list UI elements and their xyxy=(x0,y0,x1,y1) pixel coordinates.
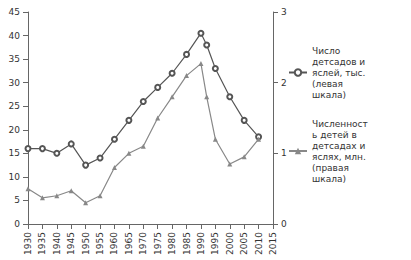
svg-text:1945: 1945 xyxy=(66,232,76,255)
svg-text:ь детей в: ь детей в xyxy=(312,130,360,140)
svg-text:1990: 1990 xyxy=(196,232,206,255)
svg-text:45: 45 xyxy=(9,7,20,17)
svg-text:детсадах и: детсадах и xyxy=(312,141,368,151)
svg-text:1: 1 xyxy=(281,148,287,158)
svg-text:35: 35 xyxy=(9,54,20,64)
svg-text:1980: 1980 xyxy=(167,232,177,255)
svg-text:0: 0 xyxy=(281,219,287,229)
svg-text:яслях, млн.: яслях, млн. xyxy=(312,152,369,162)
svg-text:0: 0 xyxy=(14,219,20,229)
svg-text:1955: 1955 xyxy=(95,232,105,255)
svg-text:2005: 2005 xyxy=(239,232,249,255)
svg-text:1940: 1940 xyxy=(52,232,62,255)
svg-text:2000: 2000 xyxy=(225,232,235,255)
svg-text:30: 30 xyxy=(9,78,21,88)
svg-text:2015: 2015 xyxy=(268,232,278,255)
svg-text:детсадов и: детсадов и xyxy=(312,57,368,67)
svg-text:5: 5 xyxy=(14,195,20,205)
svg-text:1975: 1975 xyxy=(153,232,163,255)
svg-text:2010: 2010 xyxy=(254,232,264,255)
svg-text:1960: 1960 xyxy=(109,232,119,255)
svg-text:1935: 1935 xyxy=(37,232,47,255)
svg-text:1970: 1970 xyxy=(138,232,148,255)
svg-text:(левая: (левая xyxy=(312,79,346,89)
svg-text:Число: Число xyxy=(312,46,343,56)
svg-text:40: 40 xyxy=(9,31,21,41)
svg-text:10: 10 xyxy=(9,172,21,182)
svg-text:Численност: Численност xyxy=(312,119,368,129)
svg-text:шкала): шкала) xyxy=(312,90,346,100)
svg-text:яслей, тыс.: яслей, тыс. xyxy=(312,68,368,78)
svg-text:(правая: (правая xyxy=(312,163,352,173)
svg-text:1965: 1965 xyxy=(124,232,134,255)
svg-text:1930: 1930 xyxy=(23,232,33,255)
svg-text:20: 20 xyxy=(9,125,21,135)
svg-text:3: 3 xyxy=(281,7,287,17)
svg-text:15: 15 xyxy=(9,148,20,158)
svg-text:1995: 1995 xyxy=(210,232,220,255)
svg-text:2: 2 xyxy=(281,78,287,88)
svg-text:1985: 1985 xyxy=(182,232,192,255)
svg-text:1950: 1950 xyxy=(81,232,91,255)
svg-text:шкала): шкала) xyxy=(312,174,346,184)
svg-text:25: 25 xyxy=(9,101,20,111)
